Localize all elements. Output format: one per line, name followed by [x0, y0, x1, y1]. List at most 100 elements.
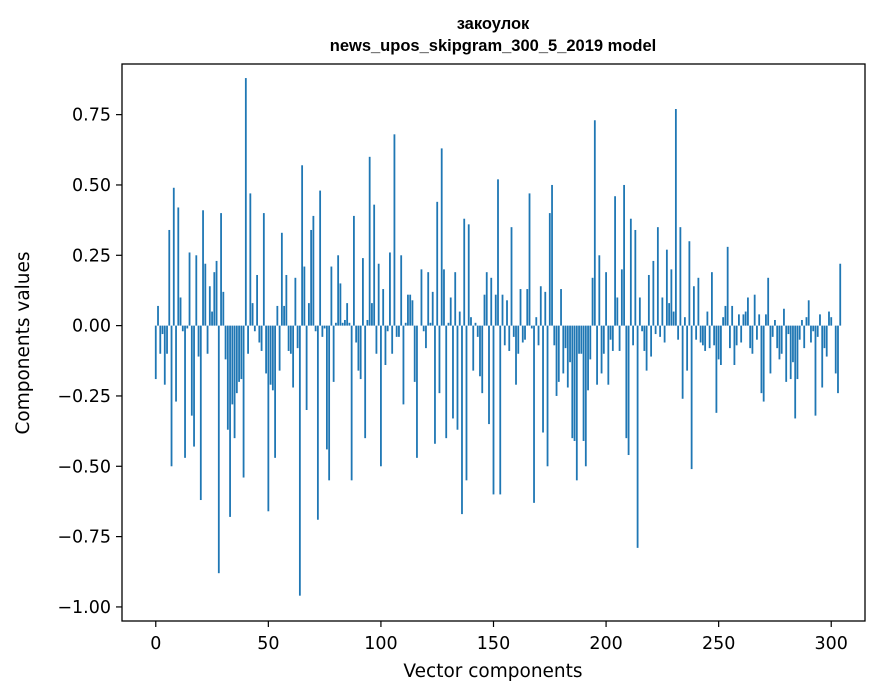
bar [526, 289, 529, 326]
bar [481, 325, 484, 394]
x-tick-label: 50 [257, 634, 279, 654]
bar [668, 303, 671, 326]
bar [749, 325, 752, 349]
x-axis-label: Vector components [403, 661, 582, 682]
bar [616, 297, 619, 326]
bar [398, 325, 400, 337]
y-tick-label: 0.75 [72, 106, 111, 126]
bar [830, 317, 833, 326]
bar [325, 325, 328, 450]
bar [776, 325, 779, 349]
bar [312, 215, 315, 326]
bar [431, 291, 434, 326]
bar [278, 325, 281, 371]
bar [508, 325, 511, 351]
bar [452, 325, 454, 419]
bar [774, 319, 776, 326]
bar [726, 246, 729, 326]
bar [828, 311, 830, 326]
bar [767, 277, 770, 326]
bar [483, 294, 486, 326]
bar [249, 193, 252, 326]
bar [551, 184, 553, 326]
bar [373, 204, 376, 326]
bar [747, 297, 749, 326]
bar [161, 325, 164, 335]
bar [350, 325, 353, 481]
bar [681, 325, 684, 399]
bar [366, 319, 369, 326]
bar [805, 317, 808, 326]
bar [548, 213, 551, 326]
bar [807, 300, 810, 326]
bar [197, 325, 200, 357]
bar [729, 325, 731, 349]
bar [220, 213, 222, 326]
bar [688, 241, 691, 326]
bar [611, 325, 614, 351]
bar [771, 325, 774, 337]
bar [584, 325, 587, 467]
bar [395, 325, 398, 337]
bar [492, 325, 495, 495]
bar [801, 319, 803, 326]
bar [443, 269, 445, 326]
chart-title-line-1: закоулок [457, 15, 530, 33]
bar [175, 325, 177, 402]
bar [447, 322, 450, 326]
bar [283, 305, 286, 326]
bar [267, 325, 270, 512]
bar [701, 325, 704, 346]
bar [181, 325, 184, 332]
bar [812, 325, 815, 332]
bar [834, 325, 837, 374]
bar [733, 325, 736, 365]
bar [244, 78, 247, 326]
bar [456, 325, 459, 430]
bar [289, 325, 292, 354]
bar [758, 314, 761, 326]
bar [184, 325, 186, 458]
bar [357, 325, 360, 371]
bar [256, 274, 258, 326]
bar [803, 325, 806, 349]
bar [409, 294, 412, 326]
bar [596, 325, 598, 385]
bar [573, 325, 576, 441]
bar [598, 255, 601, 326]
y-tick-label: −1.00 [57, 598, 111, 618]
bar [798, 325, 801, 340]
bar [204, 263, 207, 326]
bar [463, 218, 466, 326]
bar [206, 325, 209, 354]
bar [789, 325, 792, 380]
bar [188, 252, 191, 326]
bar [582, 325, 585, 441]
bar [720, 325, 722, 365]
bar [643, 325, 646, 351]
bar [195, 255, 198, 326]
x-tick-label: 0 [150, 634, 161, 654]
bar-series [154, 78, 842, 596]
bar [632, 325, 634, 346]
bar [303, 266, 306, 326]
bar [292, 325, 295, 388]
bar [625, 325, 628, 439]
bar [560, 289, 562, 326]
bar [575, 325, 578, 481]
bar [479, 325, 481, 377]
bar [217, 325, 220, 574]
bar [537, 325, 540, 346]
bar [330, 266, 333, 326]
bar [614, 196, 616, 326]
bar [821, 325, 824, 388]
bar [420, 269, 423, 326]
bar [792, 325, 794, 363]
bar [735, 325, 738, 346]
chart-title-line-2: news_upos_skipgram_300_5_2019 model [330, 37, 657, 55]
bar [665, 249, 668, 326]
bar [557, 325, 560, 382]
bar [503, 325, 506, 346]
bar [539, 286, 542, 326]
bar [738, 314, 740, 326]
